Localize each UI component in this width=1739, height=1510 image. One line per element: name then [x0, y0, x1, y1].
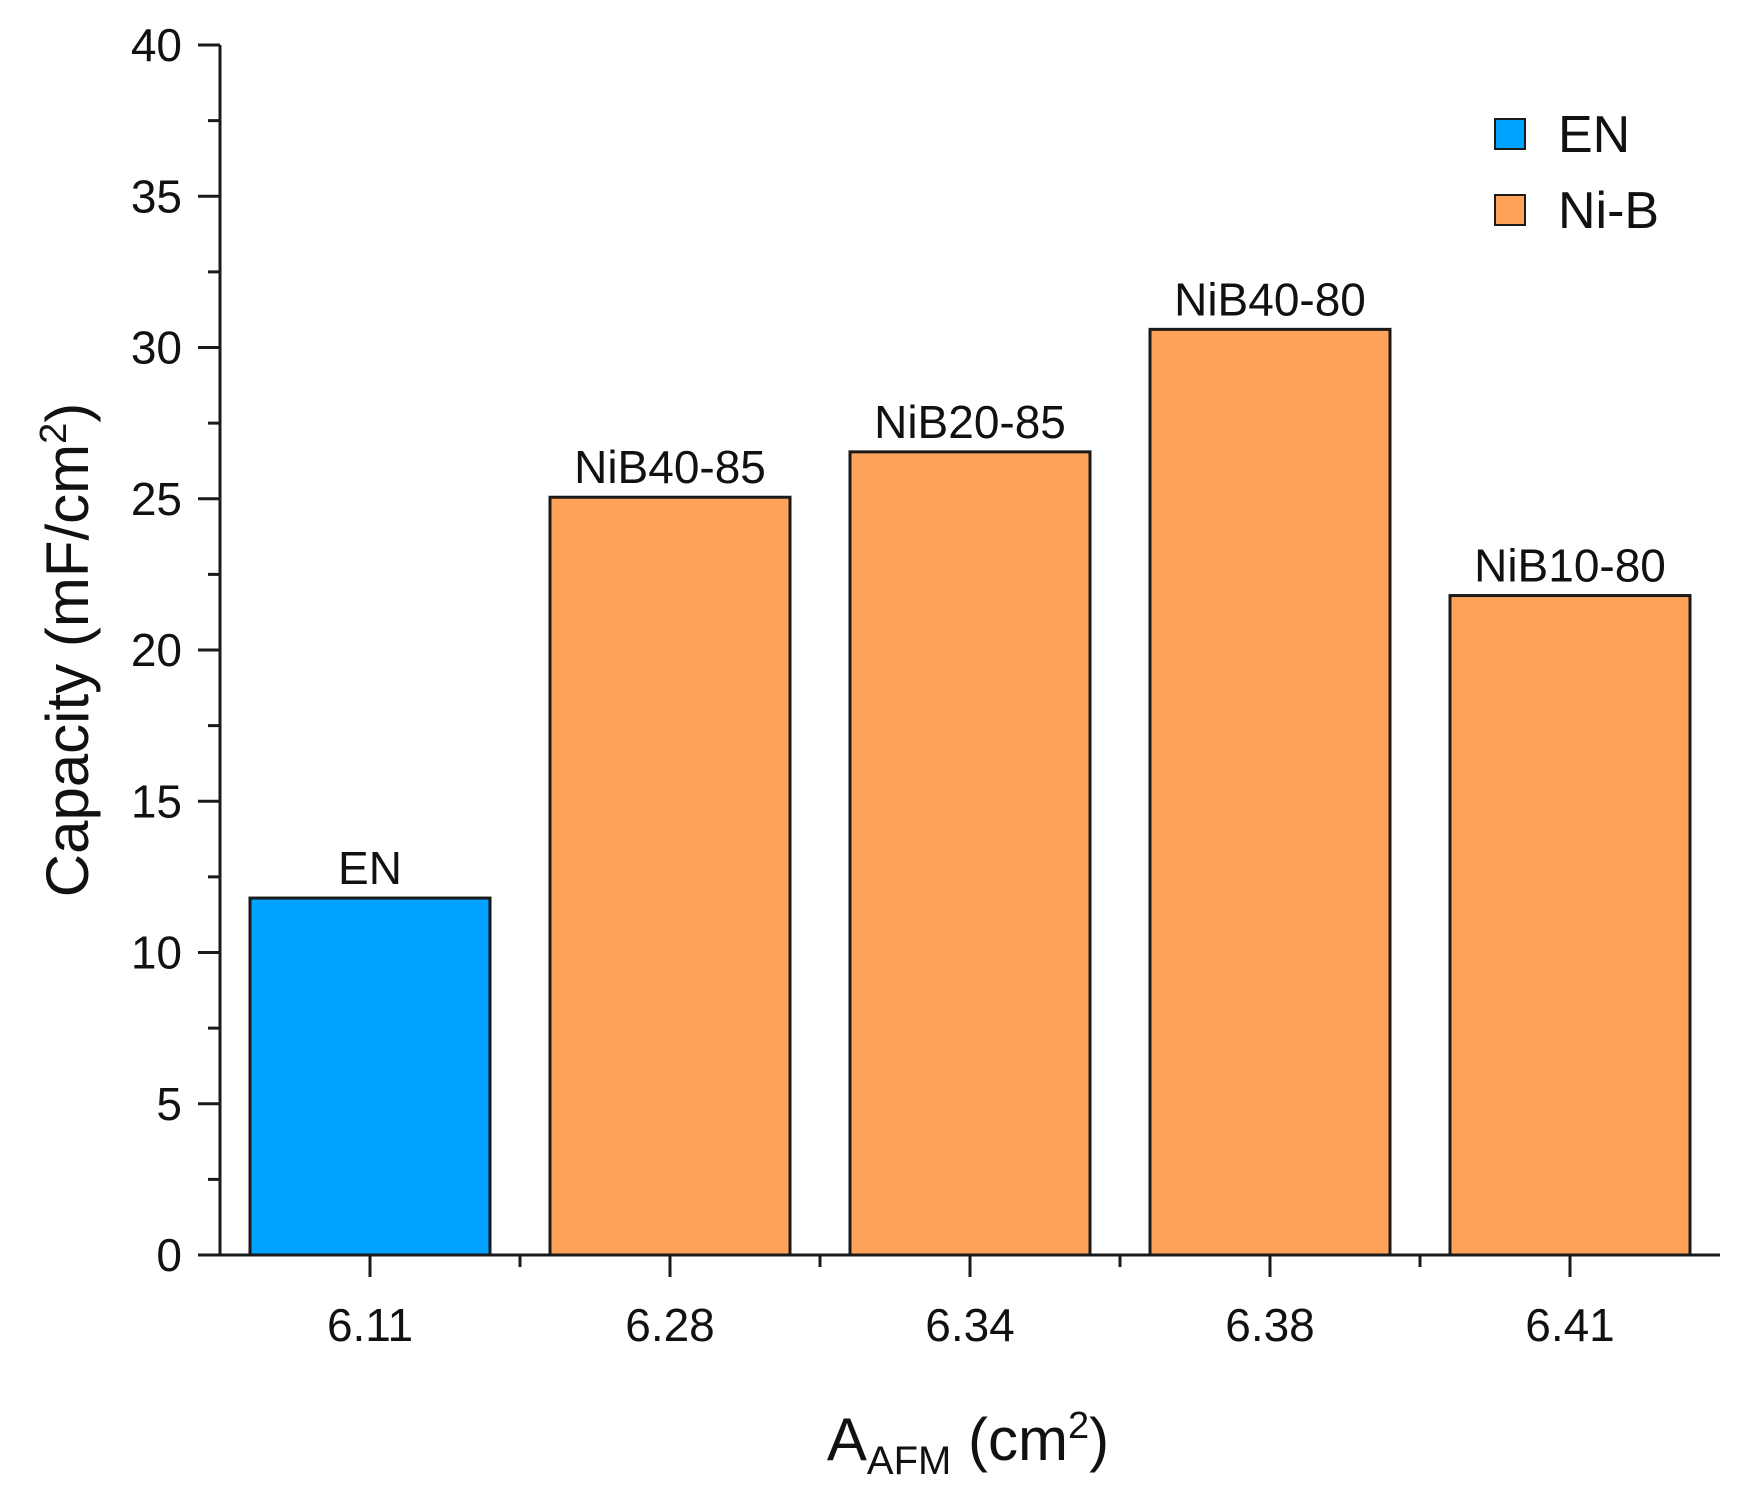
y-tick-label: 25: [131, 473, 182, 525]
y-tick-label: 40: [131, 19, 182, 71]
y-ticks: 0 5 10 15 20 25 30 35 40: [131, 19, 220, 1281]
bar-data-label: NiB40-80: [1174, 273, 1366, 325]
legend-swatch-en: [1494, 118, 1526, 150]
legend-label-nib: Ni-B: [1558, 182, 1659, 240]
y-tick-label: 35: [131, 170, 182, 222]
bar-nib20-85: [848, 450, 1092, 1257]
y-tick-label: 5: [156, 1078, 182, 1130]
x-tick-label: 6.38: [1225, 1299, 1315, 1351]
x-tick-label: 6.41: [1525, 1299, 1615, 1351]
legend-label-en: EN: [1558, 106, 1630, 164]
x-tick-label: 6.34: [925, 1299, 1015, 1351]
y-tick-label: 10: [131, 927, 182, 979]
legend-swatch-nib: [1494, 194, 1526, 226]
bar-data-label: NiB40-85: [574, 441, 766, 493]
bar-nib10-80: [1448, 594, 1692, 1257]
bars: [248, 327, 1692, 1257]
legend: EN Ni-B: [1494, 106, 1659, 240]
x-ticks: 6.11 6.28 6.34 6.38 6.41: [327, 1255, 1615, 1351]
bar-data-label: EN: [338, 842, 402, 894]
x-tick-label: 6.28: [625, 1299, 715, 1351]
bar-data-label: NiB10-80: [1474, 540, 1666, 592]
x-axis-title: AAFM (cm2): [827, 1405, 1109, 1483]
bar-labels: EN NiB40-85 NiB20-85 NiB40-80 NiB10-80: [338, 273, 1666, 894]
bar-en: [248, 896, 492, 1257]
bar-nib40-85: [548, 495, 792, 1257]
x-tick-label: 6.11: [327, 1299, 413, 1351]
y-tick-label: 20: [131, 624, 182, 676]
y-axis-title: Capacity (mF/cm2): [33, 403, 101, 898]
bar-data-label: NiB20-85: [874, 396, 1066, 448]
y-tick-label: 0: [156, 1229, 182, 1281]
y-tick-label: 30: [131, 322, 182, 374]
y-tick-label: 15: [131, 775, 182, 827]
bar-nib40-80: [1148, 327, 1392, 1257]
